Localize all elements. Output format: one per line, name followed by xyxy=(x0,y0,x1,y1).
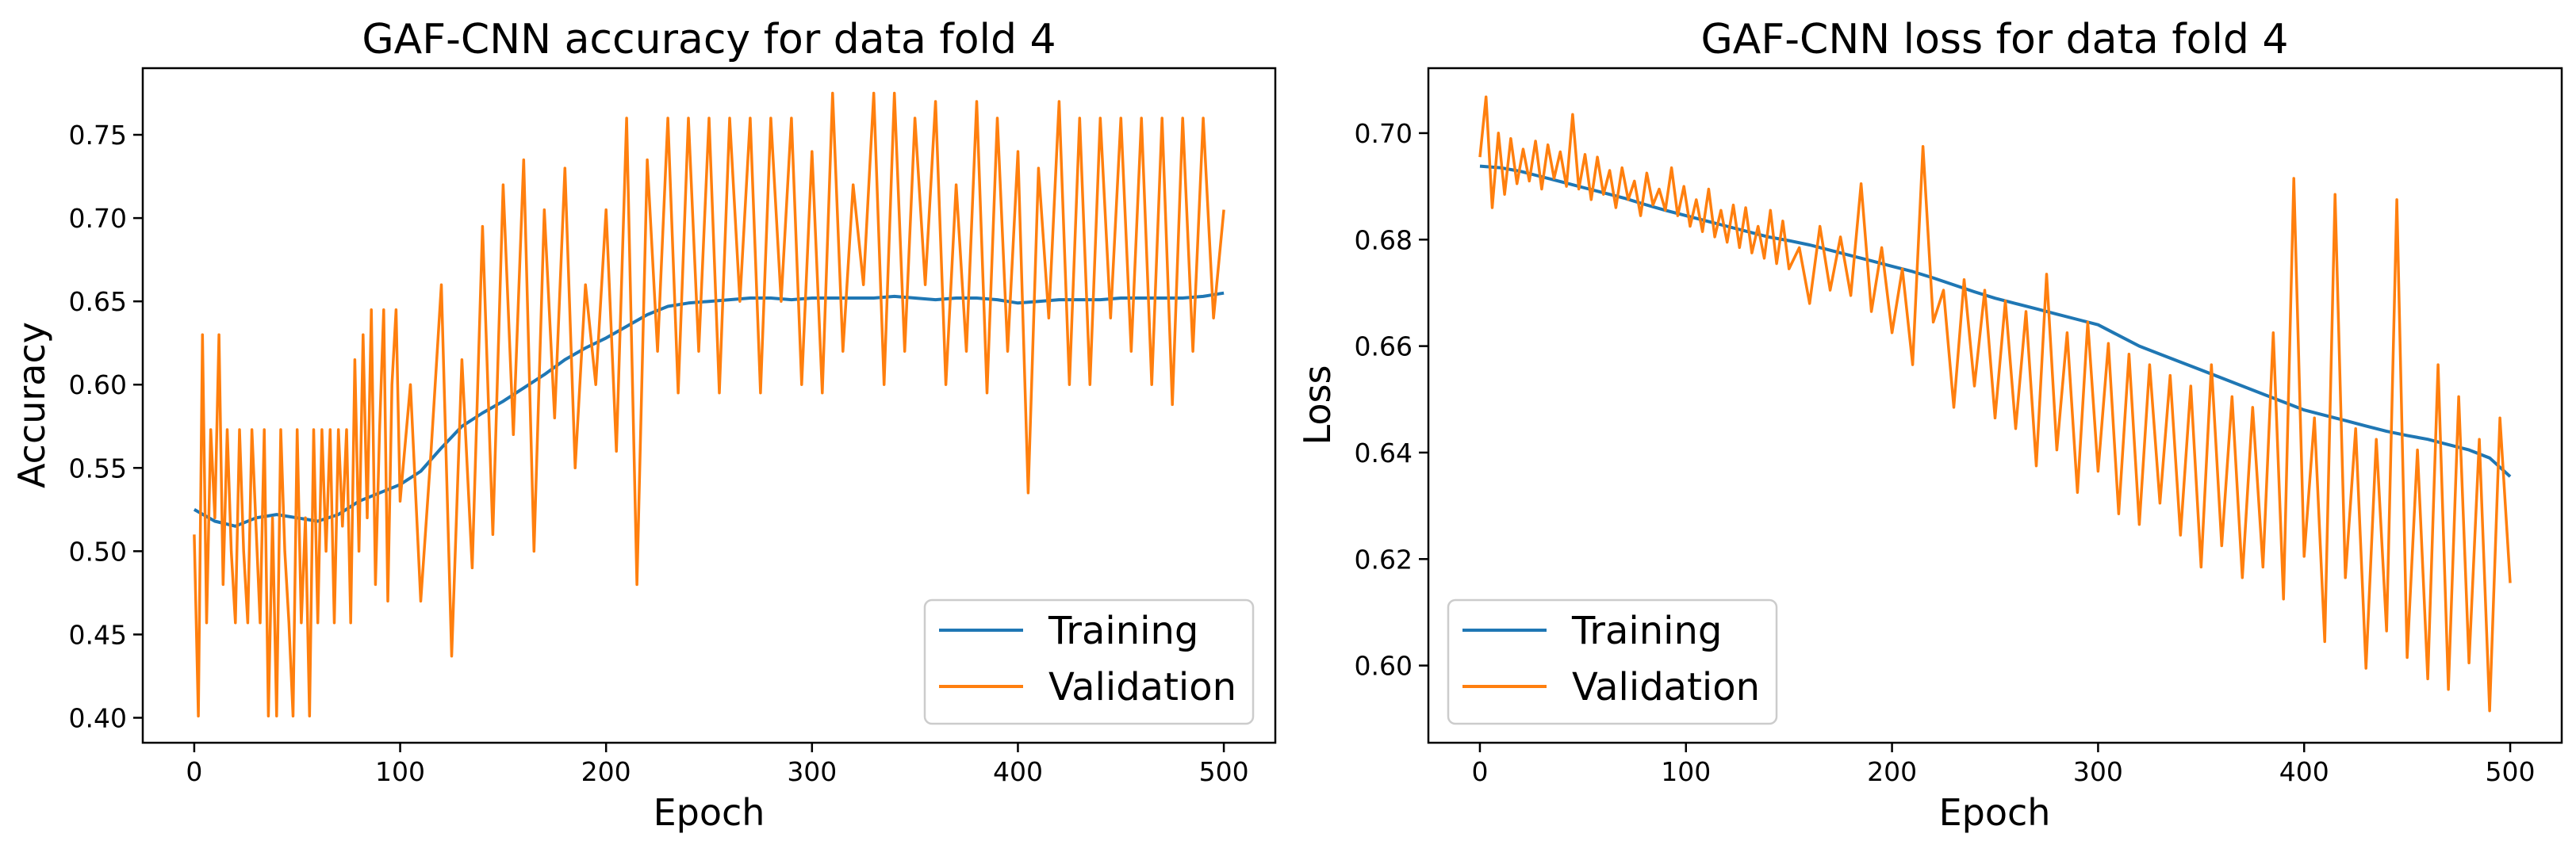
accuracy-legend: Training Validation xyxy=(923,598,1255,725)
loss-panel: 0 100 200 300 400 500 0.60 0.62 0.64 0.66 0.68 0.70… xyxy=(1296,16,2563,834)
loss-x-tick-label: 500 xyxy=(2486,756,2536,787)
accuracy-x-tick-label: 0 xyxy=(186,756,202,787)
accuracy-x-tick-label: 500 xyxy=(1199,756,1249,787)
loss-x-tick-label: 400 xyxy=(2279,756,2329,787)
loss-y-tick-label: 0.64 xyxy=(1355,438,1413,468)
accuracy-validation-line xyxy=(193,91,1225,718)
loss-y-tick-label: 0.68 xyxy=(1355,224,1413,255)
accuracy-y-tick-label: 0.60 xyxy=(69,369,127,400)
loss-x-tick-label: 100 xyxy=(1661,756,1711,787)
loss-tick-layer: 0 100 200 300 400 500 0.60 0.62 0.64 0.66 0.68 0.70 xyxy=(1355,118,2536,787)
accuracy-x-axis-label: Epoch xyxy=(654,791,765,834)
accuracy-y-tick-label: 0.55 xyxy=(69,453,127,484)
loss-y-axis-label: Loss xyxy=(1296,365,1339,445)
loss-y-tick-label: 0.62 xyxy=(1355,544,1413,575)
loss-legend-validation-label: Validation xyxy=(1572,665,1760,709)
accuracy-plot-frame xyxy=(141,67,1277,744)
accuracy-tick-layer: 0 100 200 300 400 500 0.40 0.45 0.50 0.55 0.60 0.65… xyxy=(69,120,1249,787)
loss-y-tick-label: 0.66 xyxy=(1355,331,1413,362)
loss-legend: Training Validation xyxy=(1447,598,1778,725)
loss-training-line xyxy=(1479,164,2512,478)
accuracy-series-layer xyxy=(193,91,1225,718)
loss-x-axis-label: Epoch xyxy=(1939,791,2051,834)
accuracy-y-tick-label: 0.65 xyxy=(69,286,127,317)
loss-chart-title: GAF-CNN loss for data fold 4 xyxy=(1700,16,2288,63)
accuracy-legend-validation-label: Validation xyxy=(1048,665,1236,709)
accuracy-x-tick-label: 300 xyxy=(787,756,837,787)
loss-y-tick-label: 0.60 xyxy=(1355,651,1413,682)
accuracy-y-tick-label: 0.45 xyxy=(69,619,127,650)
loss-legend-training-label: Training xyxy=(1571,609,1722,653)
loss-series-layer xyxy=(1478,95,2512,713)
loss-x-tick-label: 0 xyxy=(1471,756,1488,787)
loss-plot-frame xyxy=(1427,67,2563,744)
accuracy-y-tick-label: 0.50 xyxy=(69,536,127,567)
loss-x-tick-label: 300 xyxy=(2073,756,2123,787)
accuracy-y-axis-label: Accuracy xyxy=(10,322,53,488)
accuracy-x-tick-label: 400 xyxy=(993,756,1043,787)
accuracy-x-tick-label: 200 xyxy=(581,756,631,787)
accuracy-panel: 0 100 200 300 400 500 0.40 0.45 0.50 0.55 0.60 0.65… xyxy=(10,16,1277,834)
accuracy-x-tick-label: 100 xyxy=(375,756,425,787)
accuracy-chart-title: GAF-CNN accuracy for data fold 4 xyxy=(362,16,1056,63)
accuracy-y-tick-label: 0.40 xyxy=(69,702,127,733)
loss-validation-line xyxy=(1478,95,2512,713)
accuracy-legend-training-label: Training xyxy=(1048,609,1198,653)
accuracy-y-tick-label: 0.75 xyxy=(69,120,127,151)
accuracy-y-tick-label: 0.70 xyxy=(69,203,127,234)
loss-x-tick-label: 200 xyxy=(1867,756,1917,787)
loss-y-tick-label: 0.70 xyxy=(1355,118,1413,149)
